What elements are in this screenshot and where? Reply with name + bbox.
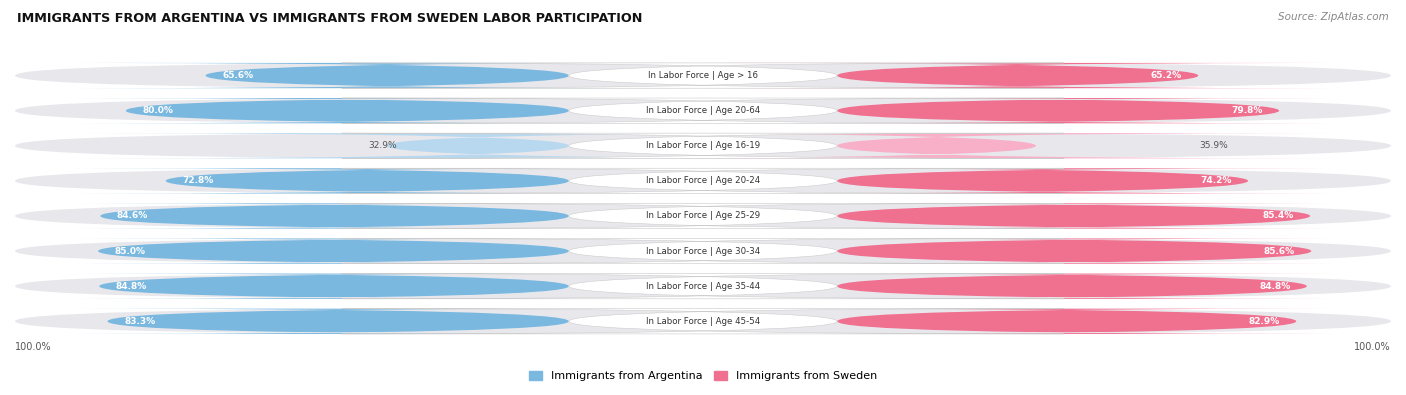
Text: 84.6%: 84.6% xyxy=(117,211,148,220)
FancyBboxPatch shape xyxy=(342,168,1064,194)
FancyBboxPatch shape xyxy=(73,274,595,299)
Text: In Labor Force | Age 25-29: In Labor Force | Age 25-29 xyxy=(645,211,761,220)
Text: 85.6%: 85.6% xyxy=(1264,246,1295,256)
Text: In Labor Force | Age 20-24: In Labor Force | Age 20-24 xyxy=(645,177,761,185)
Text: 82.9%: 82.9% xyxy=(1249,317,1279,326)
FancyBboxPatch shape xyxy=(342,308,1064,334)
FancyBboxPatch shape xyxy=(73,63,700,88)
FancyBboxPatch shape xyxy=(801,308,1333,334)
Text: 65.2%: 65.2% xyxy=(1150,71,1182,80)
FancyBboxPatch shape xyxy=(342,274,1064,299)
FancyBboxPatch shape xyxy=(783,98,1333,123)
FancyBboxPatch shape xyxy=(815,203,1333,229)
FancyBboxPatch shape xyxy=(73,98,621,123)
Legend: Immigrants from Argentina, Immigrants from Sweden: Immigrants from Argentina, Immigrants fr… xyxy=(524,366,882,386)
Text: In Labor Force | Age 45-54: In Labor Force | Age 45-54 xyxy=(645,317,761,326)
FancyBboxPatch shape xyxy=(811,274,1333,299)
FancyBboxPatch shape xyxy=(703,63,1333,88)
FancyBboxPatch shape xyxy=(342,98,1064,123)
Text: 83.3%: 83.3% xyxy=(124,317,155,326)
FancyBboxPatch shape xyxy=(15,63,1391,88)
FancyBboxPatch shape xyxy=(73,133,882,158)
FancyBboxPatch shape xyxy=(15,274,1391,299)
Text: In Labor Force | Age 30-34: In Labor Force | Age 30-34 xyxy=(645,246,761,256)
Text: 84.8%: 84.8% xyxy=(1258,282,1291,291)
Text: 84.8%: 84.8% xyxy=(115,282,148,291)
FancyBboxPatch shape xyxy=(15,239,1391,264)
FancyBboxPatch shape xyxy=(342,239,1064,264)
Text: 85.0%: 85.0% xyxy=(114,246,146,256)
Text: In Labor Force | Age 20-64: In Labor Force | Age 20-64 xyxy=(645,106,761,115)
FancyBboxPatch shape xyxy=(815,239,1333,264)
FancyBboxPatch shape xyxy=(342,63,1064,88)
Text: Source: ZipAtlas.com: Source: ZipAtlas.com xyxy=(1278,12,1389,22)
FancyBboxPatch shape xyxy=(342,133,1064,158)
Text: In Labor Force | Age 16-19: In Labor Force | Age 16-19 xyxy=(645,141,761,150)
FancyBboxPatch shape xyxy=(15,203,1391,229)
Text: 79.8%: 79.8% xyxy=(1232,106,1263,115)
Text: 32.9%: 32.9% xyxy=(368,141,398,150)
FancyBboxPatch shape xyxy=(15,133,1391,158)
Text: 100.0%: 100.0% xyxy=(1354,342,1391,352)
FancyBboxPatch shape xyxy=(73,168,661,194)
FancyBboxPatch shape xyxy=(73,239,593,264)
Text: In Labor Force | Age 35-44: In Labor Force | Age 35-44 xyxy=(645,282,761,291)
Text: 35.9%: 35.9% xyxy=(1199,141,1227,150)
Text: 65.6%: 65.6% xyxy=(222,71,253,80)
Text: 74.2%: 74.2% xyxy=(1201,177,1232,185)
FancyBboxPatch shape xyxy=(752,168,1333,194)
Text: 100.0%: 100.0% xyxy=(15,342,52,352)
Text: IMMIGRANTS FROM ARGENTINA VS IMMIGRANTS FROM SWEDEN LABOR PARTICIPATION: IMMIGRANTS FROM ARGENTINA VS IMMIGRANTS … xyxy=(17,12,643,25)
FancyBboxPatch shape xyxy=(15,168,1391,194)
Text: 85.4%: 85.4% xyxy=(1263,211,1294,220)
FancyBboxPatch shape xyxy=(15,308,1391,334)
FancyBboxPatch shape xyxy=(541,133,1333,158)
FancyBboxPatch shape xyxy=(73,203,596,229)
FancyBboxPatch shape xyxy=(73,308,603,334)
FancyBboxPatch shape xyxy=(15,98,1391,123)
FancyBboxPatch shape xyxy=(342,203,1064,229)
Text: 72.8%: 72.8% xyxy=(183,177,214,185)
Text: 80.0%: 80.0% xyxy=(142,106,173,115)
Text: In Labor Force | Age > 16: In Labor Force | Age > 16 xyxy=(648,71,758,80)
